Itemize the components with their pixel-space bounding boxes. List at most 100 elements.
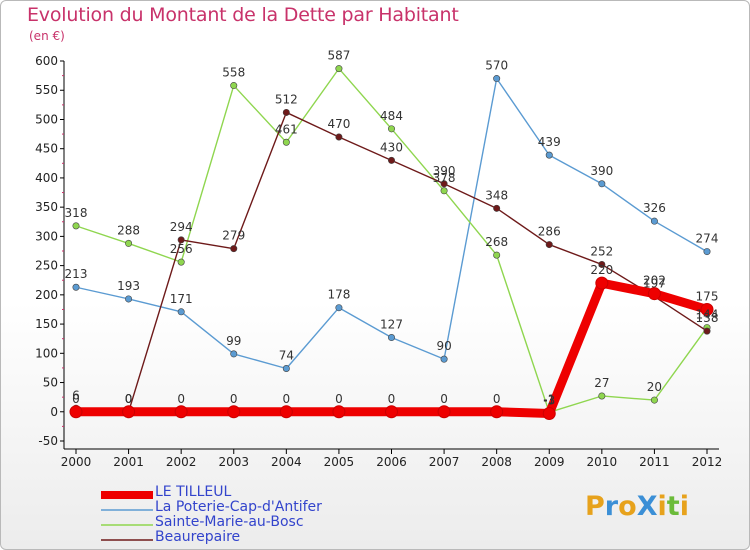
data-point-la-poterie-cap-d-antifer [598, 180, 606, 188]
legend-label-beaurepaire: Beaurepaire [155, 529, 241, 545]
data-label-la-poterie-cap-d-antifer: 439 [538, 135, 561, 149]
data-label-sainte-marie-au-bosc: 558 [222, 66, 245, 80]
legend-swatch-la-poterie [101, 509, 153, 511]
y-tick-label: 350 [35, 200, 58, 214]
data-label-sainte-marie-au-bosc: 256 [170, 242, 193, 256]
data-label-la-poterie-cap-d-antifer: 390 [590, 164, 613, 178]
data-point-le-tilleul [227, 405, 241, 419]
data-label-beaurepaire: 348 [485, 188, 508, 202]
data-point-la-poterie-cap-d-antifer [545, 151, 553, 159]
chart-legend: LE TILLEUL La Poterie-Cap-d'Antifer Sain… [101, 484, 401, 545]
data-label-beaurepaire: 294 [170, 220, 193, 234]
legend-swatch-sainte-marie [101, 524, 153, 526]
legend-swatch-le-tilleul [101, 491, 153, 499]
data-label-le-tilleul: 0 [388, 392, 396, 406]
data-label-beaurepaire: 0 [125, 392, 133, 406]
proxiti-logo: ProXiti [585, 491, 689, 522]
data-point-le-tilleul [437, 405, 451, 419]
data-point-le-tilleul [122, 405, 136, 419]
data-point-sainte-marie-au-bosc [125, 239, 133, 247]
logo-letter: t [666, 491, 680, 522]
y-tick-label: 600 [35, 54, 58, 68]
data-point-la-poterie-cap-d-antifer [282, 365, 290, 373]
y-tick-label: 50 [43, 376, 58, 390]
legend-item-beaurepaire: Beaurepaire [101, 529, 401, 545]
data-label-le-tilleul: -3 [543, 394, 555, 408]
data-label-beaurepaire: 197 [643, 277, 666, 291]
data-label-la-poterie-cap-d-antifer: 90 [436, 339, 451, 353]
data-label-le-tilleul: 0 [283, 392, 291, 406]
logo-letter: i [657, 491, 667, 522]
data-point-beaurepaire [177, 236, 185, 244]
data-point-le-tilleul [69, 405, 83, 419]
x-tick-label: 2002 [166, 455, 197, 469]
data-label-le-tilleul: 0 [177, 392, 185, 406]
data-point-la-poterie-cap-d-antifer [703, 248, 711, 256]
data-label-beaurepaire: 279 [222, 229, 245, 243]
data-point-la-poterie-cap-d-antifer [493, 75, 501, 83]
data-point-la-poterie-cap-d-antifer [72, 283, 80, 291]
y-tick-label: 550 [35, 83, 58, 97]
x-tick-label: 2003 [218, 455, 249, 469]
data-label-beaurepaire: 286 [538, 225, 561, 239]
logo-letter: X [636, 491, 658, 522]
legend-swatch-beaurepaire [101, 539, 153, 541]
data-label-sainte-marie-au-bosc: 288 [117, 223, 140, 237]
data-point-le-tilleul [385, 405, 398, 419]
x-tick-label: 2001 [113, 455, 144, 469]
data-label-la-poterie-cap-d-antifer: 74 [279, 349, 294, 363]
legend-label-le-tilleul: LE TILLEUL [155, 484, 232, 500]
data-label-sainte-marie-au-bosc: 20 [647, 380, 662, 394]
chart-unit-label: (en €) [29, 29, 65, 43]
legend-item-la-poterie: La Poterie-Cap-d'Antifer [101, 499, 401, 515]
x-tick-label: 2010 [587, 455, 618, 469]
data-point-sainte-marie-au-bosc [598, 392, 606, 400]
data-label-le-tilleul: 175 [696, 289, 719, 303]
data-label-le-tilleul: 0 [493, 392, 501, 406]
data-point-beaurepaire [282, 108, 290, 116]
data-point-le-tilleul [332, 405, 346, 419]
data-point-sainte-marie-au-bosc [335, 65, 343, 73]
data-point-sainte-marie-au-bosc [493, 251, 501, 259]
data-label-sainte-marie-au-bosc: 461 [275, 122, 298, 136]
data-label-beaurepaire: 430 [380, 140, 403, 154]
data-point-la-poterie-cap-d-antifer [387, 334, 395, 342]
data-label-sainte-marie-au-bosc: 378 [433, 171, 456, 185]
y-tick-label: 0 [50, 405, 58, 419]
data-label-la-poterie-cap-d-antifer: 99 [226, 334, 241, 348]
data-point-beaurepaire [230, 245, 238, 253]
legend-item-le-tilleul: LE TILLEUL [101, 484, 401, 500]
data-label-la-poterie-cap-d-antifer: 178 [327, 288, 350, 302]
data-label-beaurepaire: 470 [327, 117, 350, 131]
data-label-la-poterie-cap-d-antifer: 213 [65, 267, 88, 281]
y-tick-label: 300 [35, 229, 58, 243]
data-point-sainte-marie-au-bosc [72, 222, 80, 230]
data-point-beaurepaire [440, 180, 448, 188]
data-point-la-poterie-cap-d-antifer [335, 304, 343, 312]
x-tick-label: 2009 [534, 455, 565, 469]
data-point-beaurepaire [545, 241, 553, 249]
data-label-la-poterie-cap-d-antifer: 193 [117, 279, 140, 293]
data-label-sainte-marie-au-bosc: 27 [594, 376, 609, 390]
x-tick-label: 2000 [61, 455, 92, 469]
logo-letter: P [585, 491, 605, 522]
legend-label-sainte-marie: Sainte-Marie-au-Bosc [155, 514, 304, 530]
data-point-beaurepaire [493, 204, 501, 212]
data-point-sainte-marie-au-bosc [387, 125, 395, 133]
y-tick-label: 400 [35, 171, 58, 185]
data-point-le-tilleul [279, 405, 293, 419]
data-point-sainte-marie-au-bosc [177, 258, 185, 266]
y-tick-label: -50 [38, 434, 58, 448]
x-tick-label: 2008 [481, 455, 512, 469]
legend-item-sainte-marie: Sainte-Marie-au-Bosc [101, 514, 401, 530]
data-point-sainte-marie-au-bosc [230, 82, 238, 90]
data-label-beaurepaire: 6 [72, 388, 80, 402]
data-label-sainte-marie-au-bosc: -1 [543, 392, 555, 406]
data-point-le-tilleul [174, 405, 188, 419]
data-label-la-poterie-cap-d-antifer: 326 [643, 201, 666, 215]
x-tick-label: 2011 [639, 455, 670, 469]
y-tick-label: 500 [35, 112, 58, 126]
data-point-la-poterie-cap-d-antifer [125, 295, 133, 303]
data-point-la-poterie-cap-d-antifer [650, 217, 658, 225]
chart-title: Evolution du Montant de la Dette par Hab… [27, 4, 459, 26]
